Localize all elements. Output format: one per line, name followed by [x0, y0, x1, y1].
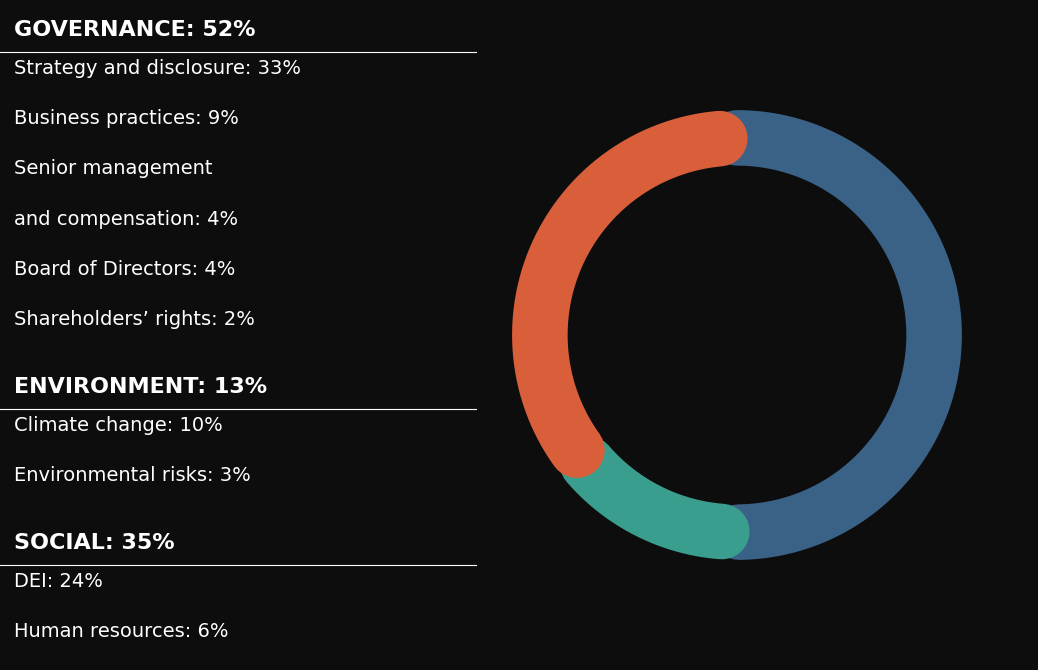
Text: Environmental risks: 3%: Environmental risks: 3% [15, 466, 251, 485]
Text: and compensation: 4%: and compensation: 4% [15, 210, 239, 228]
Text: Senior management: Senior management [15, 159, 213, 178]
Text: Climate change: 10%: Climate change: 10% [15, 416, 223, 435]
Text: GOVERNANCE: 52%: GOVERNANCE: 52% [15, 20, 255, 40]
Text: DEI: 24%: DEI: 24% [15, 572, 103, 591]
Text: Human resources: 6%: Human resources: 6% [15, 622, 228, 641]
Text: Shareholders’ rights: 2%: Shareholders’ rights: 2% [15, 310, 255, 329]
Text: Board of Directors: 4%: Board of Directors: 4% [15, 260, 236, 279]
Text: ENVIRONMENT: 13%: ENVIRONMENT: 13% [15, 377, 268, 397]
Text: SOCIAL: 35%: SOCIAL: 35% [15, 533, 175, 553]
Text: Business practices: 9%: Business practices: 9% [15, 109, 239, 128]
Text: Strategy and disclosure: 33%: Strategy and disclosure: 33% [15, 59, 301, 78]
